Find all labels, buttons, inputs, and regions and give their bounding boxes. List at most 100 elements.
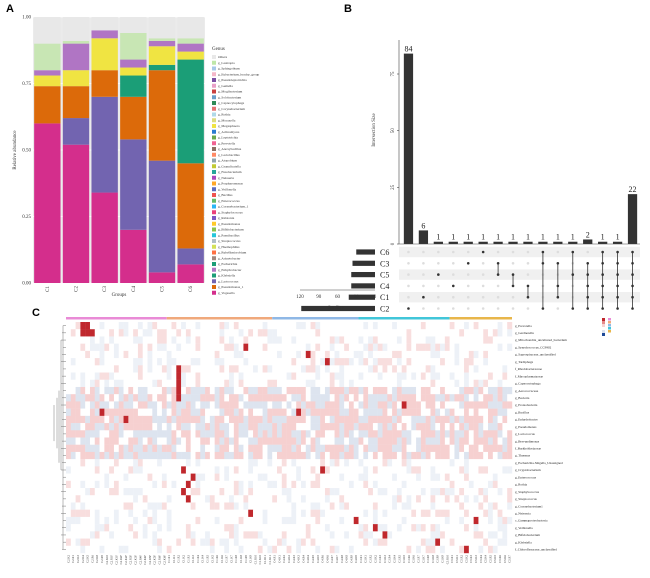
heatmap-cell bbox=[406, 401, 412, 409]
group-legend-swatch bbox=[608, 324, 611, 327]
bar-segment bbox=[62, 144, 90, 283]
heatmap-cell bbox=[435, 386, 441, 395]
heatmap-cell bbox=[157, 444, 163, 453]
heatmap-cell bbox=[137, 495, 143, 503]
heatmap-cell bbox=[176, 365, 182, 373]
heatmap-cell bbox=[224, 423, 230, 431]
heatmap-cell bbox=[454, 336, 460, 344]
heatmap-cell bbox=[310, 408, 316, 417]
heatmap-cell bbox=[267, 394, 273, 402]
heatmap-cell bbox=[440, 336, 446, 344]
heatmap-cell bbox=[99, 408, 105, 417]
legend-item: g_Moraxella bbox=[218, 118, 236, 122]
heatmap-cell bbox=[363, 415, 369, 424]
heatmap-cell bbox=[444, 488, 450, 496]
heatmap-cell bbox=[200, 401, 206, 409]
heatmap-cell bbox=[502, 524, 508, 532]
heatmap-cell bbox=[329, 473, 335, 482]
intersection-count: 1 bbox=[496, 233, 500, 242]
heatmap-cell bbox=[497, 451, 503, 460]
heatmap-cell bbox=[416, 502, 422, 510]
heatmap-cell bbox=[464, 415, 470, 424]
legend-swatch bbox=[212, 72, 216, 77]
heatmap-cell bbox=[440, 502, 446, 510]
heatmap-cell bbox=[104, 459, 110, 467]
heatmap-cell bbox=[478, 531, 484, 539]
heatmap-cell bbox=[464, 336, 470, 344]
heatmap-cell bbox=[440, 516, 446, 525]
heatmap-cell bbox=[123, 379, 129, 388]
set-size-tick-label: 30 bbox=[354, 295, 360, 300]
heatmap-cell bbox=[320, 394, 326, 402]
heatmap-cell bbox=[310, 350, 316, 359]
heatmap-cell bbox=[185, 322, 191, 330]
heatmap-cell bbox=[118, 451, 124, 460]
heatmap-cell bbox=[224, 336, 230, 344]
heatmap-cell bbox=[464, 509, 470, 518]
heatmap-cell bbox=[190, 538, 196, 546]
heatmap-cell bbox=[128, 322, 134, 330]
heatmap-cell bbox=[300, 322, 306, 330]
heatmap-cell bbox=[176, 444, 182, 453]
heatmap-cell bbox=[416, 531, 422, 539]
set-size-label: Set Size bbox=[328, 306, 345, 311]
heatmap-cell bbox=[152, 394, 158, 402]
heatmap-cell bbox=[109, 480, 115, 489]
heatmap-cell bbox=[209, 538, 215, 546]
heatmap-cell bbox=[334, 386, 340, 395]
heatmap-cell bbox=[488, 531, 494, 539]
heatmap-cell bbox=[253, 423, 259, 431]
heatmap-cell bbox=[382, 336, 388, 344]
heatmap-cell bbox=[396, 358, 402, 366]
heatmap-cell bbox=[296, 531, 302, 539]
heatmap-cell bbox=[392, 336, 398, 344]
heatmap-cell bbox=[368, 408, 374, 417]
heatmap-cell bbox=[430, 365, 436, 373]
heatmap-cell bbox=[66, 502, 71, 510]
heatmap-cell bbox=[358, 358, 364, 366]
heatmap-cell bbox=[348, 343, 354, 352]
heatmap-cell bbox=[425, 415, 431, 424]
column-label: C3.R1 bbox=[359, 555, 363, 563]
legend-swatch bbox=[212, 95, 216, 100]
legend-swatch bbox=[212, 279, 216, 284]
heatmap-cell bbox=[200, 545, 206, 554]
heatmap-cell bbox=[142, 473, 148, 482]
heatmap-cell bbox=[113, 430, 119, 438]
heatmap-cell bbox=[468, 358, 474, 366]
heatmap-cell bbox=[200, 343, 206, 352]
heatmap-cell bbox=[152, 473, 158, 482]
heatmap-cell bbox=[205, 336, 211, 344]
heatmap-cell bbox=[483, 545, 489, 554]
heatmap-cell bbox=[238, 394, 244, 402]
heatmap-cell bbox=[444, 430, 450, 438]
matrix-dot-empty bbox=[407, 295, 410, 299]
heatmap-cell bbox=[449, 408, 455, 417]
heatmap-cell bbox=[161, 430, 167, 438]
heatmap-cell bbox=[344, 343, 350, 352]
heatmap-cell bbox=[262, 459, 268, 467]
matrix-dot-filled bbox=[437, 273, 440, 276]
heatmap-cell bbox=[257, 358, 263, 366]
heatmap-cell bbox=[99, 444, 105, 453]
heatmap-cell bbox=[368, 459, 374, 467]
intersection-bar bbox=[418, 230, 429, 244]
heatmap-cell bbox=[473, 336, 479, 344]
heatmap-cell bbox=[190, 466, 196, 474]
heatmap-cell bbox=[396, 350, 402, 359]
legend-item: Others bbox=[218, 55, 228, 59]
heatmap-cell bbox=[267, 488, 273, 496]
heatmap-cell bbox=[468, 336, 474, 344]
heatmap-cell bbox=[468, 415, 474, 424]
heatmap-cell bbox=[94, 408, 100, 417]
heatmap-cell bbox=[425, 401, 431, 409]
heatmap-cell bbox=[248, 437, 254, 445]
heatmap-cell bbox=[507, 430, 513, 438]
legend: Genus Othersg_Lautropiag_Sphingobiumg_Eu… bbox=[212, 47, 260, 295]
heatmap-cell bbox=[66, 358, 71, 366]
heatmap-cell bbox=[468, 466, 474, 474]
heatmap-cell bbox=[454, 365, 460, 373]
heatmap-cell bbox=[238, 538, 244, 546]
heatmap-cell bbox=[248, 524, 254, 532]
heatmap-cell bbox=[420, 444, 426, 453]
